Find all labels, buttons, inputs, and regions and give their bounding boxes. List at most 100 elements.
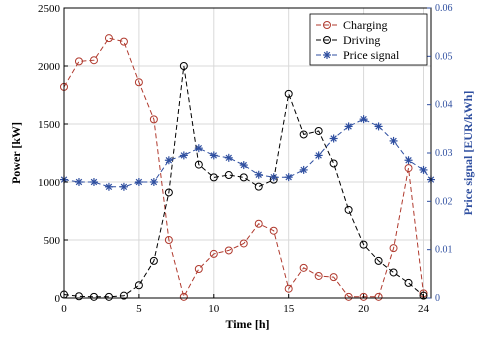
x-axis-title: Time [h] (225, 317, 269, 331)
y2-tick-label: 0.02 (435, 196, 453, 207)
data-point (104, 292, 113, 301)
data-point (314, 151, 323, 160)
data-point (209, 249, 218, 258)
data-point (164, 236, 173, 244)
y2-tick-label: 0.03 (435, 148, 453, 159)
ticks: 0 5 10 15 20 24 0 500 1000 1500 2000 2500 0 0.01 0.02 0… (38, 3, 453, 315)
data-point (284, 284, 293, 293)
data-point (104, 34, 113, 43)
data-point (179, 62, 188, 70)
asterisk-stroke (135, 178, 143, 186)
data-point (194, 144, 203, 153)
series-line (63, 118, 432, 188)
data-point (74, 57, 83, 66)
asterisk-stroke (150, 178, 158, 186)
data-point (254, 170, 263, 179)
data-point (419, 165, 428, 174)
data-point (284, 89, 293, 98)
legend-entry-3: Price signal (316, 48, 400, 62)
x-tick-label: 10 (208, 303, 220, 315)
y-tick-label: 1000 (38, 177, 61, 189)
data-point (254, 182, 263, 191)
data-point (389, 244, 398, 253)
data-point (389, 268, 398, 277)
y-tick-label: 1500 (38, 119, 61, 131)
series-layer (60, 34, 435, 301)
data-point (329, 134, 338, 143)
legend-label: Charging (343, 18, 387, 32)
asterisk-stroke (405, 157, 412, 164)
data-point (419, 291, 428, 300)
data-point (89, 292, 98, 301)
y-tick-label: 2500 (38, 3, 61, 15)
data-point (89, 178, 98, 186)
data-point (164, 188, 173, 197)
data-point (389, 136, 398, 145)
data-point (89, 56, 98, 65)
asterisk-stroke (255, 171, 262, 178)
data-point (149, 115, 158, 124)
data-point (119, 182, 128, 191)
data-point (344, 292, 353, 301)
data-point (134, 281, 143, 290)
data-point (344, 122, 353, 131)
asterisk-stroke (360, 115, 367, 123)
data-point (149, 256, 158, 265)
data-point (329, 273, 338, 282)
y-tick-label: 2000 (38, 61, 61, 73)
data-point (149, 178, 158, 186)
asterisk-stroke (375, 123, 382, 130)
y2-tick-label: 0.05 (435, 51, 453, 62)
y-tick-label: 0 (55, 293, 61, 305)
series-2 (60, 62, 428, 301)
legend-entry-1: Charging (316, 18, 387, 32)
data-point (239, 173, 248, 182)
series-line (63, 65, 424, 298)
asterisk-stroke (75, 178, 83, 186)
data-point (374, 122, 383, 131)
y2-tick-label: 0.06 (435, 3, 453, 14)
asterisk-stroke (420, 166, 427, 174)
y2-tick-label: 0.01 (435, 245, 453, 256)
data-point (209, 173, 218, 182)
data-point (119, 37, 128, 46)
legend-swatch-marker (323, 51, 331, 59)
legend-label: Price signal (343, 48, 400, 62)
y2-tick-label: 0 (435, 293, 440, 304)
data-point (359, 240, 368, 249)
x-tick-label: 15 (283, 303, 295, 315)
data-point (164, 156, 173, 165)
data-point (224, 246, 233, 255)
asterisk-stroke (180, 152, 188, 159)
data-point (269, 173, 278, 182)
data-point (179, 292, 188, 301)
data-point (104, 182, 113, 191)
asterisk-stroke (345, 123, 352, 130)
legend-label: Driving (343, 33, 380, 47)
data-point (329, 159, 338, 168)
data-point (374, 292, 383, 301)
data-point (344, 205, 353, 214)
data-point (224, 153, 233, 162)
data-point (269, 226, 278, 235)
y-tick-label: 500 (44, 235, 61, 247)
data-point (134, 78, 143, 87)
asterisk-stroke (165, 157, 173, 164)
asterisk-stroke (315, 152, 322, 159)
data-point (239, 161, 248, 170)
asterisk-stroke (285, 173, 292, 181)
data-point (299, 165, 308, 174)
data-point (239, 239, 248, 248)
data-point (404, 278, 413, 287)
asterisk-stroke (330, 135, 337, 142)
y2-tick-label: 0.04 (435, 100, 453, 111)
data-point (194, 265, 203, 273)
data-point (254, 219, 263, 228)
asterisk-stroke (120, 183, 128, 191)
legend-entry-2: Driving (316, 33, 380, 47)
data-point (404, 156, 413, 165)
data-point (209, 151, 218, 160)
x-tick-label: 5 (136, 303, 142, 315)
asterisk-stroke (210, 152, 218, 159)
y-axis-title: Power [kW] (9, 122, 23, 184)
